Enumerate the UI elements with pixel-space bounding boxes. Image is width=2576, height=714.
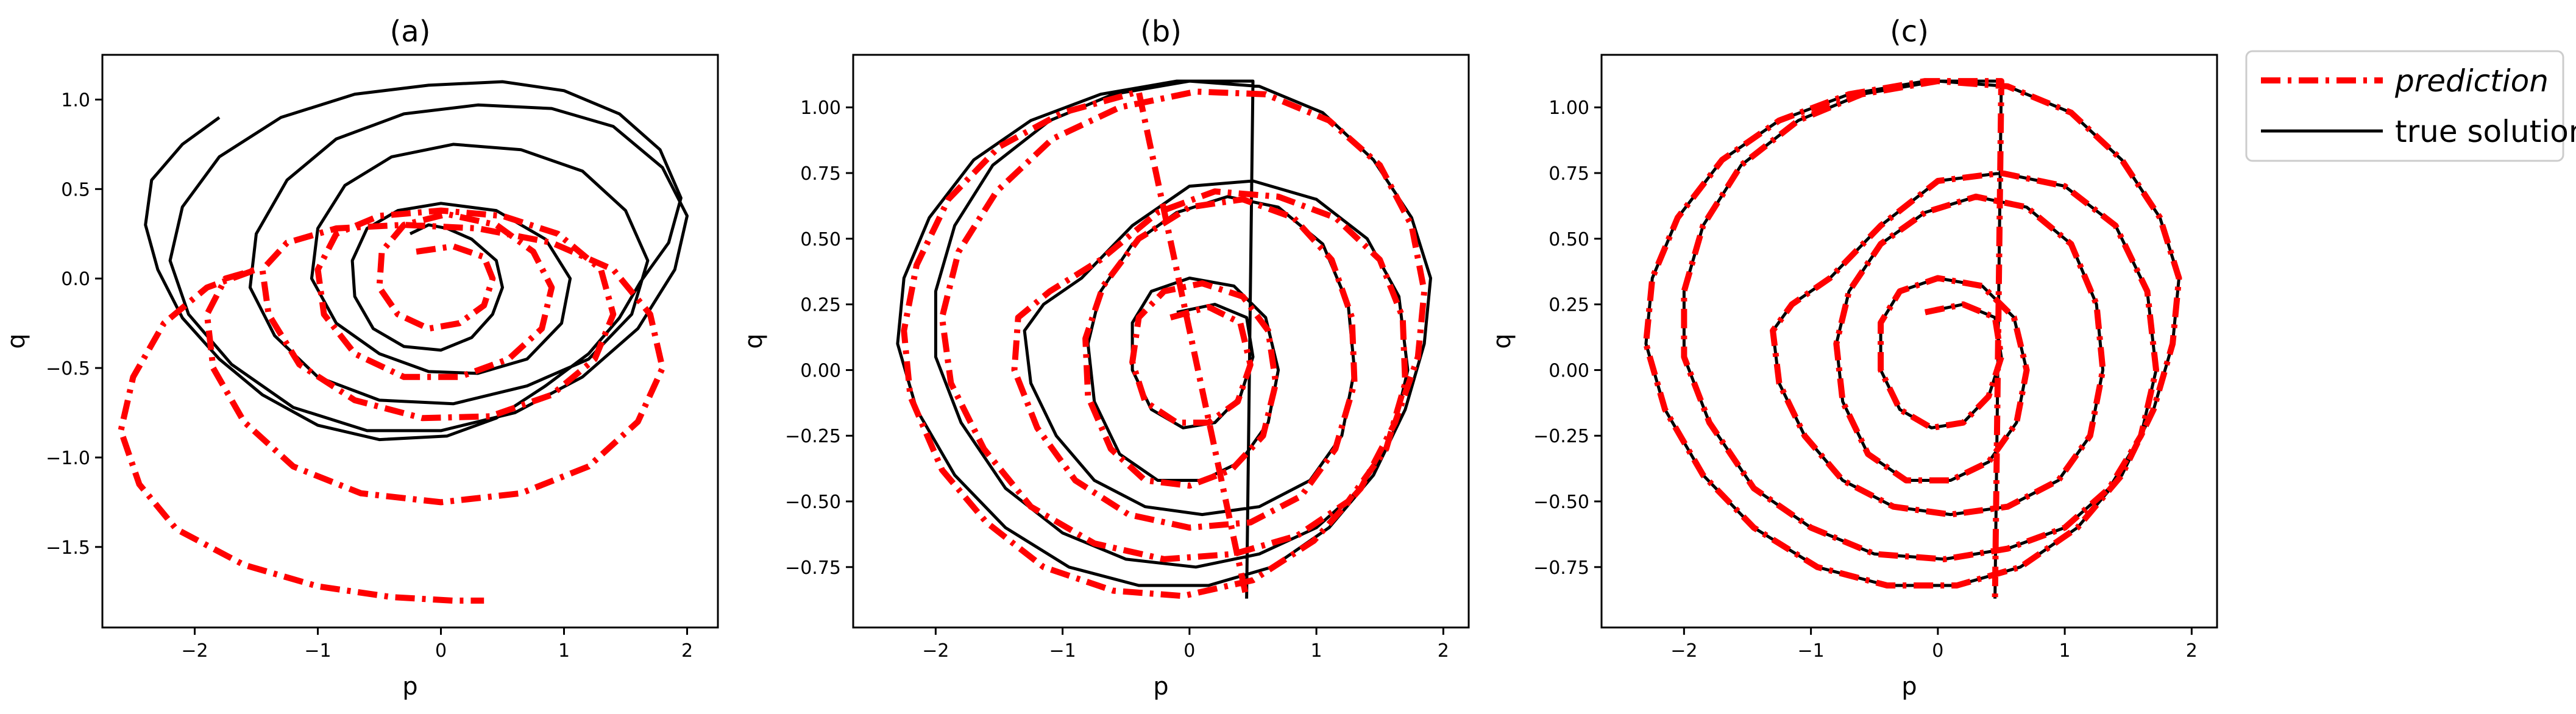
y-tick-label: −0.75 [785, 557, 841, 579]
x-tick-label: 1 [558, 640, 570, 662]
x-tick-label: 0 [1183, 640, 1195, 662]
chart-panel-1: −2 −1 0 1 2 −1.5 −1.0 −0.5 0.0 0.5 1.0 (a) p q [2, 15, 719, 701]
x-tick-label: 0 [1932, 640, 1943, 662]
y-tick-label: 0.0 [61, 269, 90, 290]
x-tick-label: 2 [681, 640, 693, 662]
x-tick-label: −2 [181, 640, 208, 662]
y-tick-label: −0.50 [1533, 492, 1589, 513]
x-tick-label: 2 [2186, 640, 2198, 662]
chart-panels: −2 −1 0 1 2 −1.5 −1.0 −0.5 0.0 0.5 1.0 (a) p q −2 −1 0 1 2… [2, 15, 2218, 701]
y-tick-label: 0.75 [1549, 163, 1589, 185]
y-tick-label: −0.25 [785, 426, 841, 447]
series-prediction-line-1 [118, 207, 666, 604]
legend: prediction true solution [2245, 50, 2576, 162]
x-axis-label: p [1153, 673, 1168, 701]
y-tick-label: 1.00 [800, 97, 841, 119]
y-axis-label: q [2, 333, 30, 348]
legend-label-true-solution: true solution [2395, 114, 2576, 149]
series-prediction-line-3 [1642, 78, 2182, 599]
y-tick-label: −0.50 [785, 492, 841, 513]
x-tick-label: −1 [304, 640, 331, 662]
chart-panel-2: −2 −1 0 1 2 −0.75 −0.50 −0.25 0.00 0.25 0.50 0.75 1.… [740, 15, 1470, 701]
y-axis-label: q [1488, 333, 1516, 348]
x-tick-label: −2 [1670, 640, 1697, 662]
x-tick-label: −1 [1797, 640, 1824, 662]
x-axis-label: p [1901, 673, 1917, 701]
y-tick-label: 0.00 [1549, 360, 1589, 381]
y-tick-label: −0.75 [1533, 557, 1589, 579]
plot-frame-2 [852, 54, 1470, 629]
x-tick-label: −1 [1049, 640, 1076, 662]
panel-title: (a) [390, 15, 431, 49]
y-tick-label: 0.25 [800, 295, 841, 316]
y-tick-label: 0.50 [800, 229, 841, 250]
y-tick-label: −1.0 [46, 448, 90, 469]
y-tick-label: 0.00 [800, 360, 841, 381]
y-tick-label: 1.00 [1549, 97, 1589, 119]
plot-frame-3 [1600, 54, 2218, 629]
y-tick-label: 0.25 [1549, 295, 1589, 316]
x-axis-label: p [402, 673, 417, 701]
series-prediction-line-2 [901, 88, 1428, 599]
y-tick-label: −0.25 [1533, 426, 1589, 447]
x-tick-label: 1 [2059, 640, 2071, 662]
x-tick-label: −2 [922, 640, 949, 662]
y-tick-label: −1.5 [46, 537, 90, 559]
y-tick-label: −0.5 [46, 358, 90, 380]
y-axis-label: q [740, 333, 768, 348]
plot-frame-1 [101, 54, 719, 629]
panel-title: (b) [1140, 15, 1182, 49]
y-tick-label: 1.0 [61, 90, 90, 111]
chart-panel-3: −2 −1 0 1 2 −0.75 −0.50 −0.25 0.00 0.25 0.50 0.75 1.… [1488, 15, 2218, 701]
x-tick-label: 0 [435, 640, 447, 662]
x-tick-label: 2 [1438, 640, 1449, 662]
x-tick-label: 1 [1311, 640, 1322, 662]
y-tick-label: 0.75 [800, 163, 841, 185]
y-tick-label: 0.5 [61, 179, 90, 200]
panel-title: (c) [1890, 15, 1929, 49]
legend-label-prediction: prediction [2394, 63, 2549, 99]
y-tick-label: 0.50 [1549, 229, 1589, 250]
series-true-solution-line-1 [144, 80, 689, 442]
